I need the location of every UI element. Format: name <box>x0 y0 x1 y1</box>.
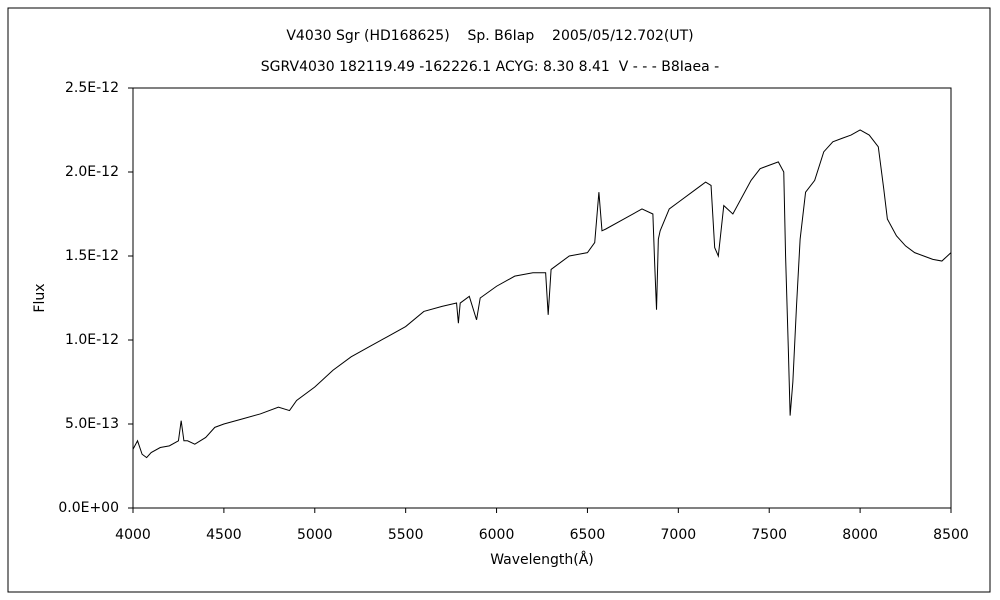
y-tick-label: 5.0E-13 <box>65 416 119 432</box>
x-tick-label: 7500 <box>751 527 787 543</box>
x-tick-label: 6000 <box>479 527 515 543</box>
y-tick-label: 2.0E-12 <box>65 164 119 180</box>
x-tick-label: 4000 <box>115 527 151 543</box>
y-tick-label: 1.5E-12 <box>65 248 119 264</box>
x-axis-label: Wavelength(Å) <box>490 551 594 568</box>
x-tick-label: 5500 <box>388 527 424 543</box>
y-tick-label: 0.0E+00 <box>58 500 119 516</box>
x-tick-label: 8500 <box>933 527 969 543</box>
y-tick-label: 1.0E-12 <box>65 332 119 348</box>
x-tick-label: 8000 <box>842 527 878 543</box>
x-tick-label: 7000 <box>661 527 697 543</box>
x-tick-label: 6500 <box>570 527 606 543</box>
x-tick-label: 4500 <box>206 527 242 543</box>
y-tick-label: 2.5E-12 <box>65 80 119 96</box>
chart-subtitle: SGRV4030 182119.49 -162226.1 ACYG: 8.30 … <box>261 59 719 75</box>
y-axis-label: Flux <box>32 283 48 312</box>
spectrum-line <box>132 129 952 459</box>
chart-title: V4030 Sgr (HD168625) Sp. B6Iap 2005/05/1… <box>286 28 693 44</box>
chart-frame <box>7 7 991 593</box>
plot-area <box>132 87 952 509</box>
x-tick-label: 5000 <box>297 527 333 543</box>
